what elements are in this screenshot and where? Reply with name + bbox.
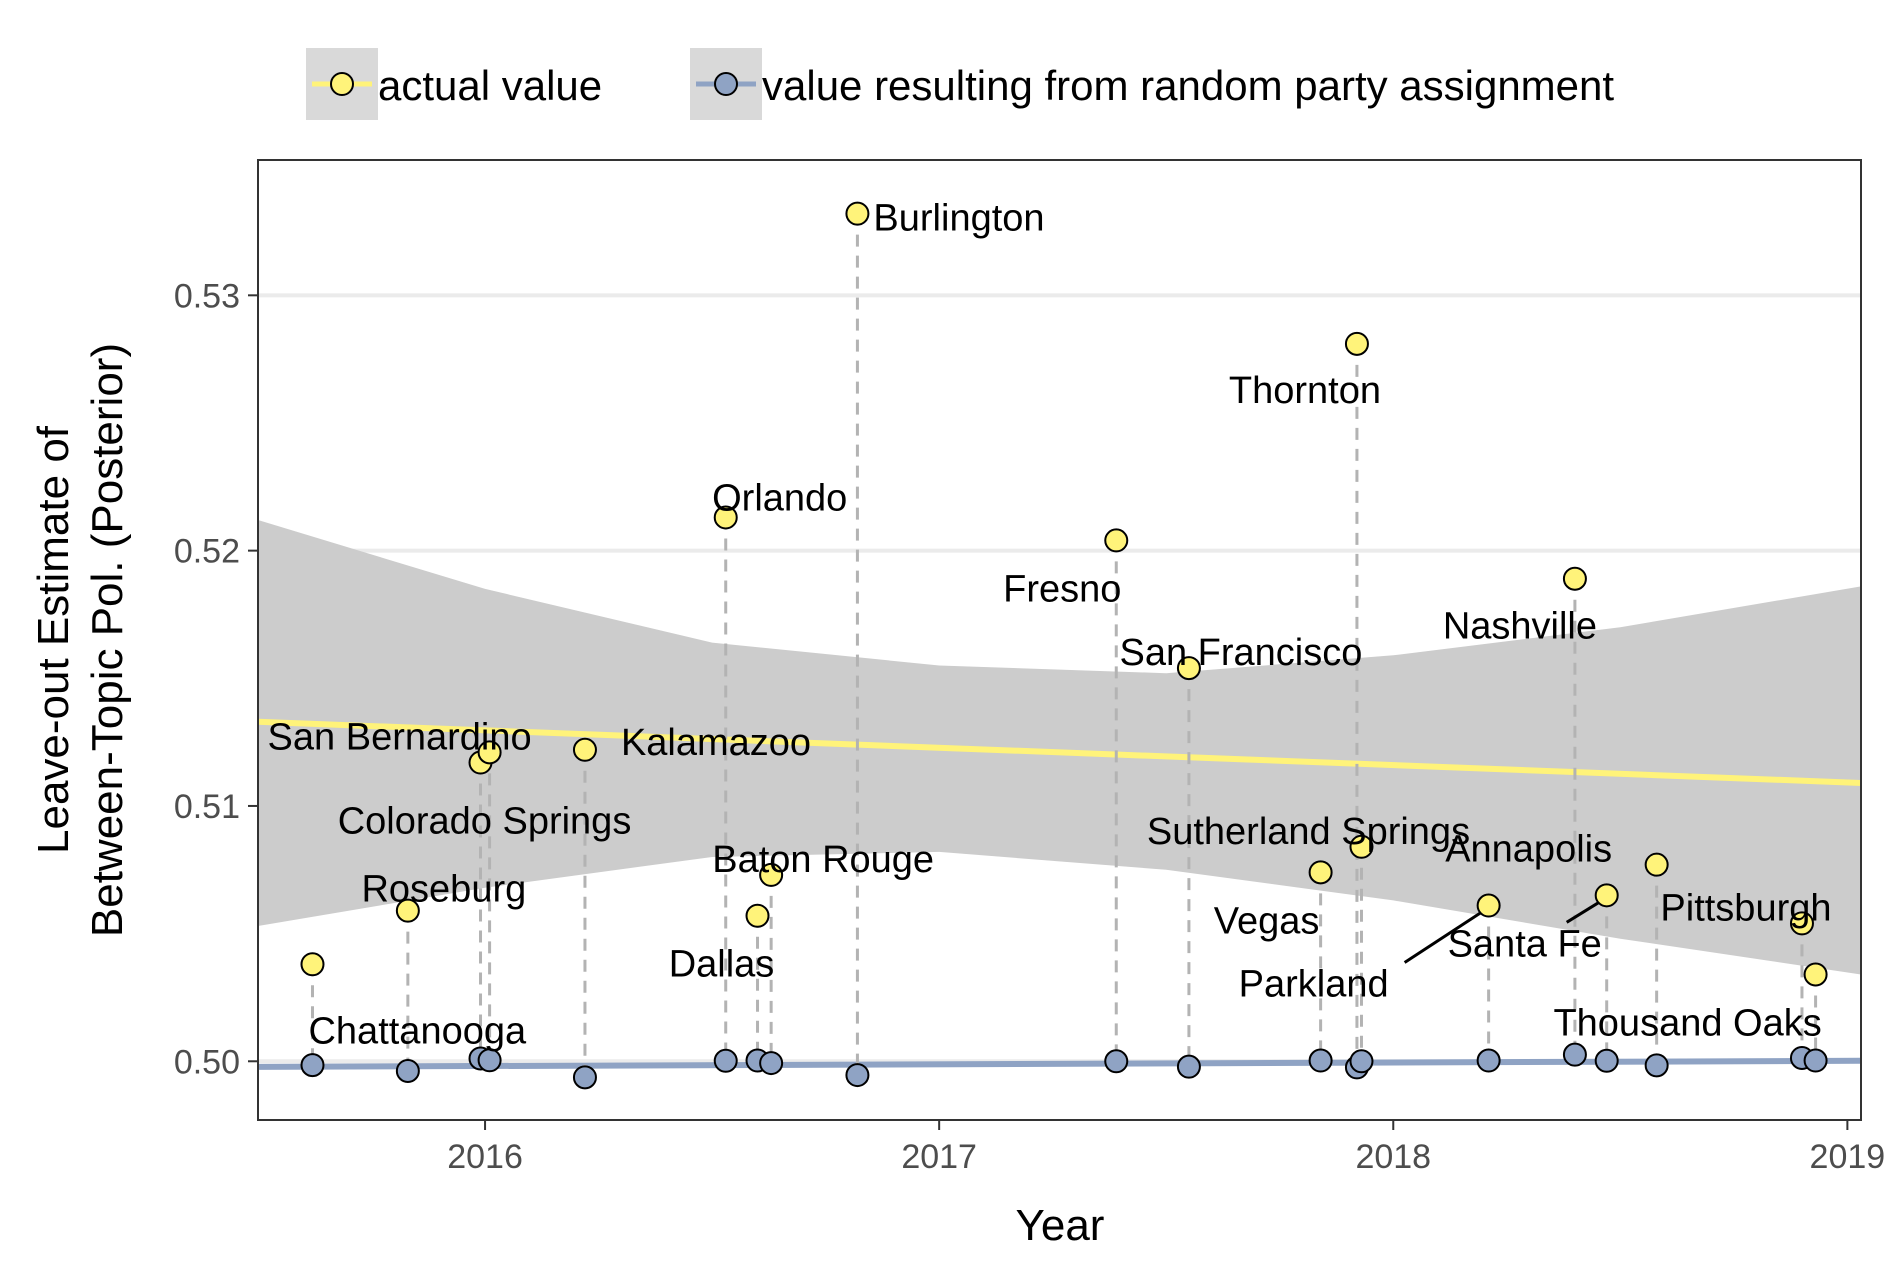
y-axis: 0.50 0.51 0.52 0.53 xyxy=(174,277,258,1081)
actual-point-orlando xyxy=(713,505,738,530)
actual-point-thousand-oaks xyxy=(1803,962,1828,987)
leader-line-santa-fe xyxy=(1565,900,1602,924)
random-point-baton-rouge xyxy=(759,1051,784,1076)
actual-point-nashville xyxy=(1562,566,1587,591)
actual-point-fresno xyxy=(1104,528,1129,553)
actual-point-san-francisco xyxy=(1176,656,1201,681)
random-point-burlington xyxy=(845,1063,870,1088)
random-point-parkland xyxy=(1476,1048,1501,1073)
legend-label-actual: actual value xyxy=(378,62,602,109)
point-label-chattanooga: Chattanooga xyxy=(308,1010,526,1052)
random-point-annapolis xyxy=(1644,1053,1669,1078)
random-point-nashville xyxy=(1562,1042,1587,1067)
point-label-baton-rouge: Baton Rouge xyxy=(712,839,934,881)
drop-lines xyxy=(310,213,1818,1078)
point-label-roseburg: Roseburg xyxy=(361,869,526,911)
point-label-thousand-oaks: Thousand Oaks xyxy=(1553,1002,1821,1044)
actual-point-parkland xyxy=(1476,893,1501,918)
actual-point-vegas xyxy=(1308,860,1333,885)
leader-line-parkland xyxy=(1403,910,1484,964)
legend-key-actual-marker xyxy=(330,72,354,96)
actual-point-kalamazoo xyxy=(572,737,597,762)
point-label-colorado-springs: Colorado Springs xyxy=(338,801,632,843)
legend: actual value value resulting from random… xyxy=(306,48,1614,120)
actual-point-chattanooga xyxy=(300,952,325,977)
random-point-santa-fe xyxy=(1594,1048,1619,1073)
point-label-santa-fe: Santa Fe xyxy=(1448,923,1602,965)
random-point-thousand-oaks xyxy=(1803,1048,1828,1073)
legend-label-random: value resulting from random party assign… xyxy=(762,62,1614,109)
point-label-annapolis: Annapolis xyxy=(1445,829,1612,871)
x-tick-label-2018: 2018 xyxy=(1355,1138,1431,1176)
y-tick-label-2: 0.52 xyxy=(174,533,240,571)
random-point-san-bernardino xyxy=(477,1048,502,1073)
actual-point-san-bernardino xyxy=(477,740,502,765)
x-tick-label-2016: 2016 xyxy=(447,1138,523,1176)
actual-trend-line xyxy=(258,718,1861,786)
y-tick-label-0: 0.50 xyxy=(174,1043,240,1081)
point-label-dallas: Dallas xyxy=(669,944,775,986)
actual-point-sutherland-springs xyxy=(1349,834,1374,859)
actual-point-baton-rouge xyxy=(759,862,784,887)
x-tick-label-2019: 2019 xyxy=(1810,1138,1886,1176)
y-axis-title-line2: Between-Topic Pol. (Posterior) xyxy=(83,343,132,937)
actual-points xyxy=(300,201,1828,987)
y-axis-title-line1: Leave-out Estimate of xyxy=(29,425,78,854)
actual-point-pittsburgh xyxy=(1789,911,1814,936)
y-axis-title: Leave-out Estimate of Between-Topic Pol.… xyxy=(29,343,132,937)
point-label-burlington: Burlington xyxy=(873,198,1044,240)
actual-point-roseburg xyxy=(395,898,420,923)
random-point-vegas xyxy=(1308,1048,1333,1073)
random-point-fresno xyxy=(1104,1049,1129,1074)
point-label-vegas: Vegas xyxy=(1214,900,1320,942)
actual-point-dallas xyxy=(745,903,770,928)
actual-point-annapolis xyxy=(1644,852,1669,877)
x-axis: 2016 2017 2018 2019 xyxy=(447,1120,1885,1176)
actual-point-thornton xyxy=(1344,331,1369,356)
point-label-nashville: Nashville xyxy=(1443,606,1597,648)
x-axis-title: Year xyxy=(1016,1201,1105,1250)
y-tick-label-1: 0.51 xyxy=(174,788,240,826)
actual-confidence-band xyxy=(258,520,1861,975)
random-point-san-francisco xyxy=(1176,1054,1201,1079)
actual-point-santa-fe xyxy=(1594,883,1619,908)
y-tick-label-3: 0.53 xyxy=(174,277,240,315)
point-label-pittsburgh: Pittsburgh xyxy=(1660,887,1831,929)
random-trend-line xyxy=(258,1057,1861,1070)
random-point-orlando xyxy=(713,1048,738,1073)
point-label-parkland: Parkland xyxy=(1239,964,1389,1006)
x-tick-label-2017: 2017 xyxy=(901,1138,977,1176)
point-label-orlando: Orlando xyxy=(712,477,847,519)
legend-key-random-marker xyxy=(714,72,738,96)
plot-panel xyxy=(258,201,1861,1090)
point-labels: Chattanooga Roseburg Colorado Springs San B… xyxy=(268,198,1832,1053)
point-label-kalamazoo: Kalamazoo xyxy=(621,722,811,764)
panel-border xyxy=(257,159,1862,1121)
random-points xyxy=(300,1042,1828,1090)
point-label-thornton: Thornton xyxy=(1229,370,1381,412)
actual-point-burlington xyxy=(845,201,870,226)
random-point-chattanooga xyxy=(300,1053,325,1078)
random-point-kalamazoo xyxy=(572,1065,597,1090)
point-label-fresno: Fresno xyxy=(1003,568,1121,610)
point-label-san-francisco: San Francisco xyxy=(1119,632,1362,674)
random-point-roseburg xyxy=(395,1058,420,1083)
point-label-sutherland-springs: Sutherland Springs xyxy=(1147,811,1470,853)
point-label-san-bernardino: San Bernardino xyxy=(268,716,532,758)
label-leader-lines xyxy=(1403,900,1602,964)
random-point-sutherland-springs xyxy=(1349,1049,1374,1074)
